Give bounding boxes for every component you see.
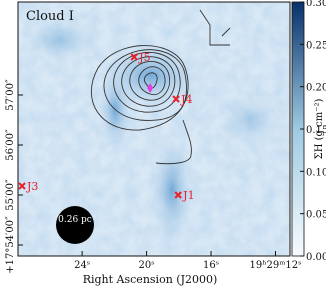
x-tick-label: 20ˢ [139,260,155,271]
source-label: J4 [180,93,192,106]
colorbar-tick-label: 0.05 [306,210,326,221]
contours [90,9,231,165]
y-tick-label: +17°54′00″ [5,216,16,274]
source-marker [130,53,138,61]
source-marker [174,191,182,199]
scale-bar-label: 0.26 pc [58,215,92,225]
plot-frame [17,1,291,257]
source-marker [18,182,26,190]
source-label: J5 [138,51,150,64]
source-label: J3 [26,180,38,193]
colorbar-tick-label: 0.10 [306,167,326,178]
colorbar-tick-label: 0.30 [306,0,326,9]
colorbar-tick-label: 0.15 [306,125,326,136]
colorbar-tick-label: 0.00 [306,252,326,263]
beam [56,206,94,244]
colorbar-label: ΣH (g cm⁻²) [314,99,325,160]
x-tick-label: 24ˢ [74,260,90,271]
colorbar-tick-label: 0.20 [306,83,326,94]
map-image [18,2,290,256]
source-marker [172,95,180,103]
y-tick-label: 56′00″ [5,129,16,161]
chart-title: Cloud I [26,9,74,24]
colorbar-tick-label: 0.25 [306,40,326,51]
source-label: J1 [182,189,194,202]
x-axis-label: Right Ascension (J2000) [83,273,218,286]
peak-marker [147,83,154,93]
x-tick-label: 19ʰ29ᵐ12ˢ [249,260,301,271]
y-tick-label: 57′00″ [5,79,16,111]
x-tick-label: 16ˢ [203,260,219,271]
y-tick-label: 55′00″ [5,179,16,211]
